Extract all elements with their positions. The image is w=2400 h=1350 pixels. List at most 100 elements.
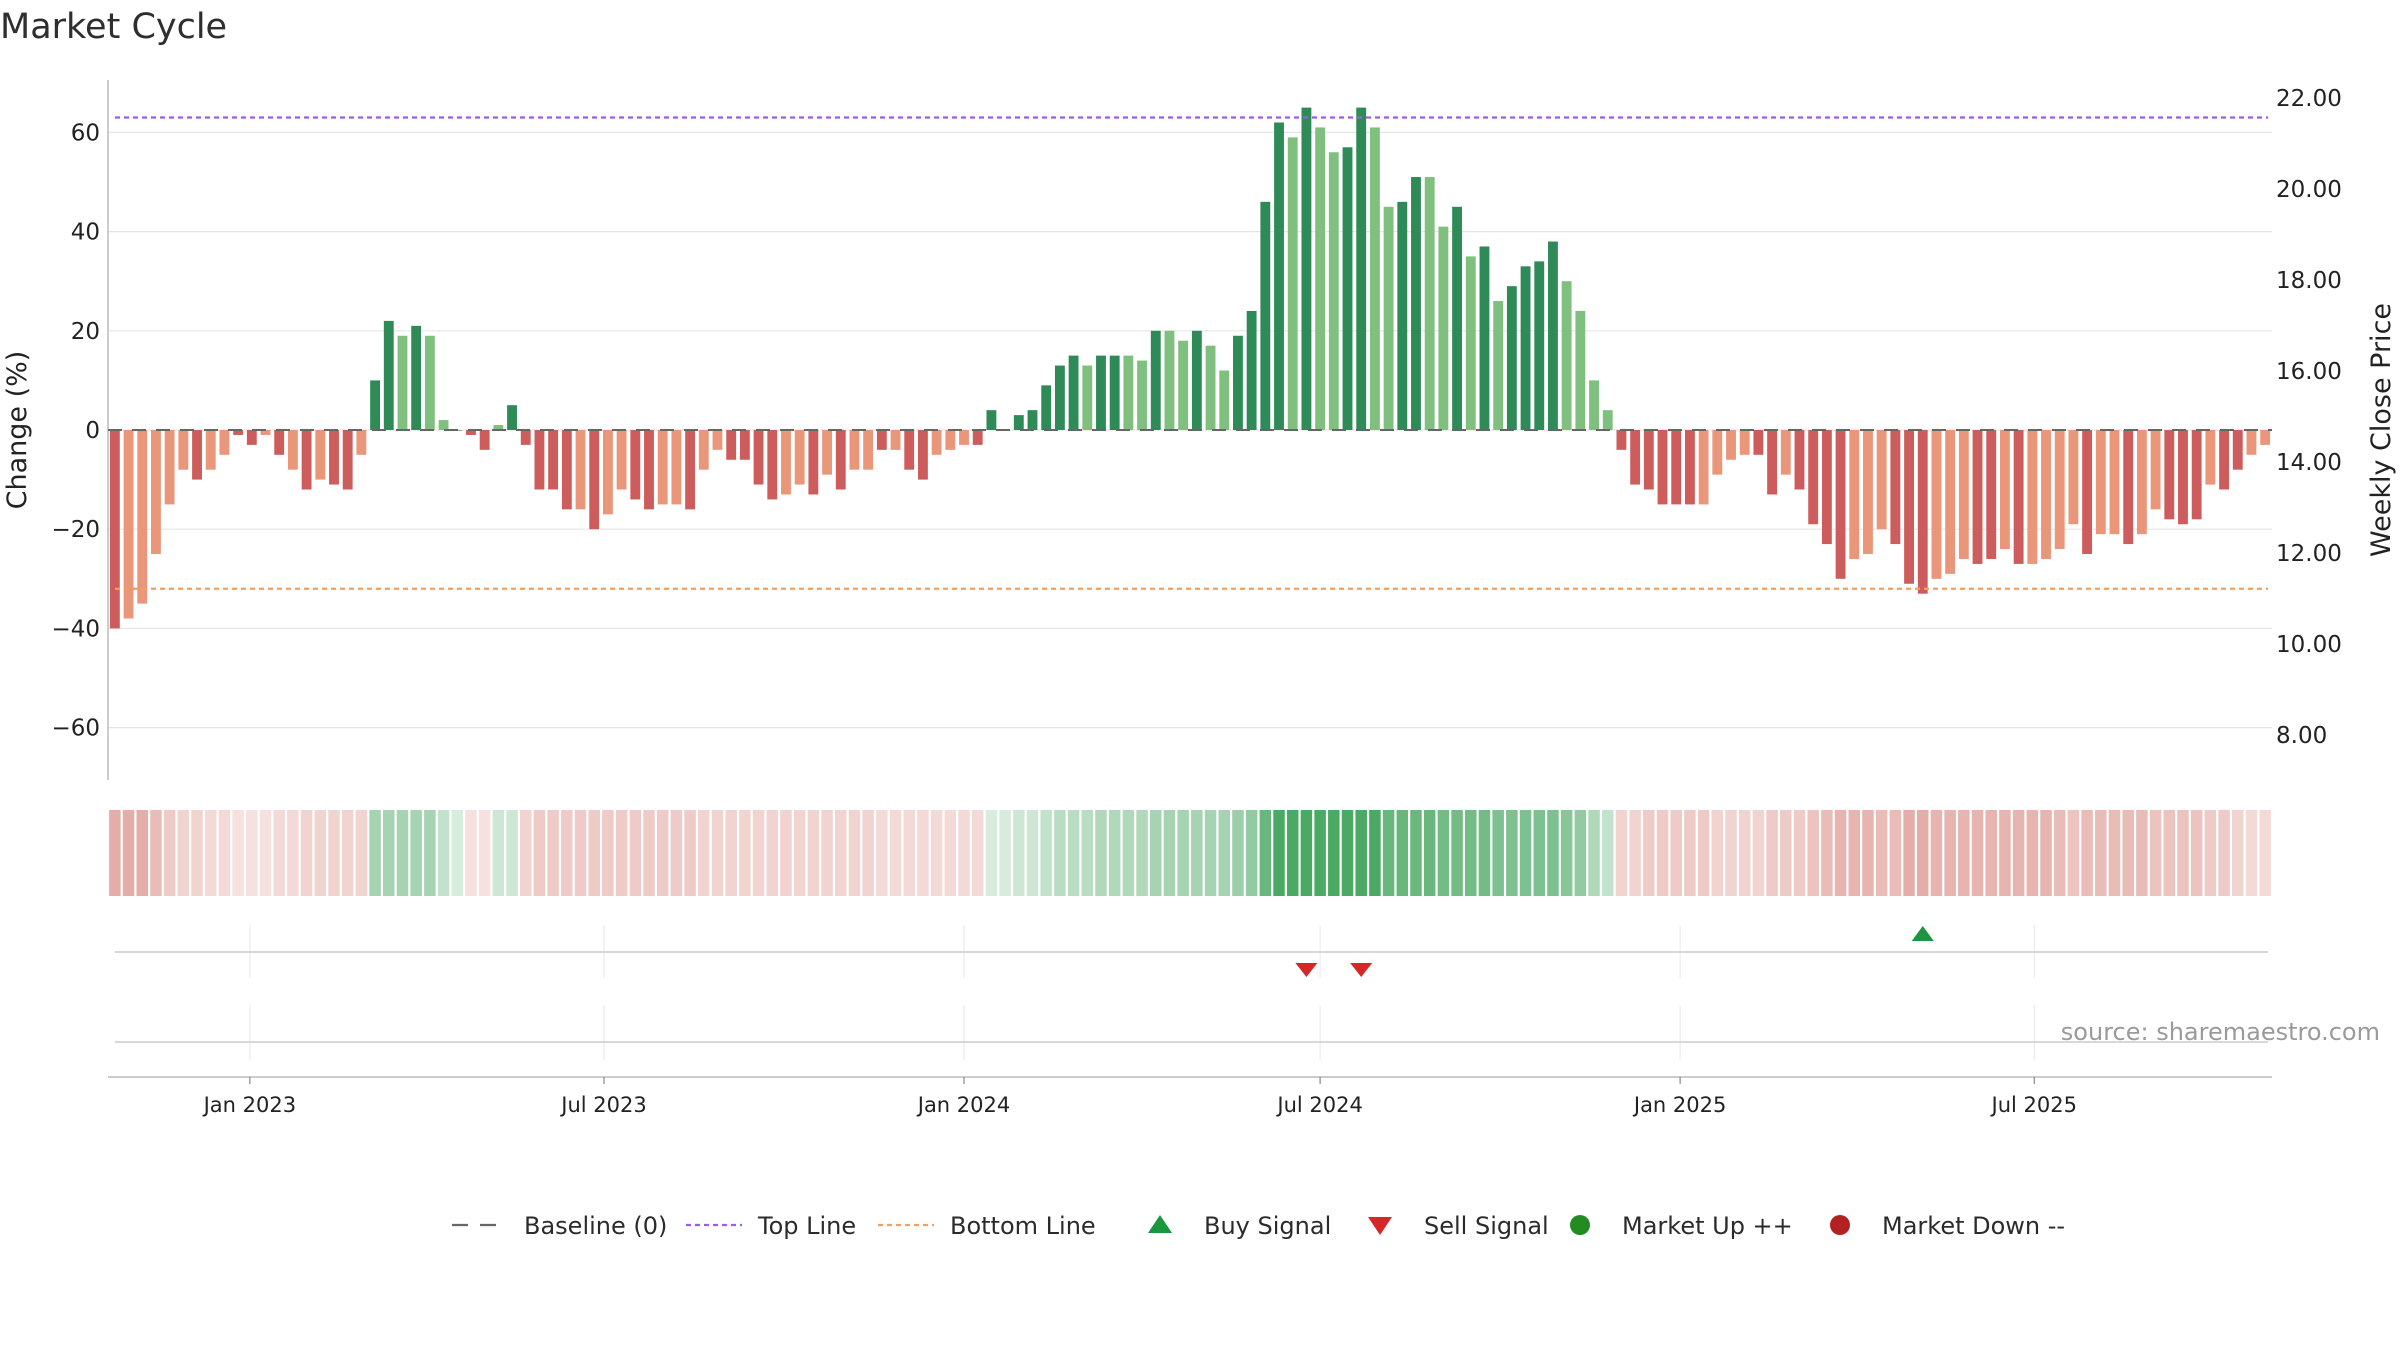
heat-cell	[766, 810, 779, 896]
bar	[1219, 370, 1230, 430]
heat-cell	[1314, 810, 1326, 896]
heat-cell	[1793, 810, 1806, 896]
market-panel	[115, 1005, 2268, 1060]
bar	[1534, 261, 1545, 430]
bar	[1246, 310, 1257, 430]
heat-cell	[1355, 810, 1367, 896]
left-tick-label: −40	[51, 616, 100, 642]
right-tick-label: 20.00	[2276, 177, 2342, 203]
heat-cell	[218, 810, 231, 896]
bar	[685, 430, 696, 510]
bar	[1438, 226, 1449, 430]
heat-cell	[2040, 810, 2052, 896]
heat-cell	[588, 810, 600, 896]
legend-label: Baseline (0)	[524, 1212, 667, 1240]
bar	[1602, 410, 1613, 430]
heat-cell	[506, 810, 518, 896]
heat-cell	[1273, 810, 1285, 896]
heat-cell	[862, 810, 874, 896]
bar	[1178, 340, 1189, 430]
right-tick-label: 12.00	[2276, 541, 2342, 567]
bar	[2027, 430, 2038, 564]
heat-cell	[574, 810, 587, 896]
heat-cell	[2053, 810, 2066, 896]
bar	[1616, 430, 1627, 450]
bar	[151, 430, 161, 554]
bar	[917, 430, 928, 480]
heat-cell	[1547, 810, 1559, 896]
legend-item: Buy Signal	[1148, 1212, 1331, 1240]
bar	[630, 430, 641, 500]
bar	[1999, 430, 2010, 550]
heat-cell	[1095, 810, 1107, 896]
heat-cell	[2012, 810, 2025, 896]
heat-cell	[424, 810, 436, 896]
bar	[438, 420, 449, 430]
main-panel: 60 40 20 0 −20 −40 −60 22.00 20.00 18.00 16.00 14.…	[2, 80, 2397, 780]
legend-label: Top Line	[757, 1212, 856, 1240]
legend-item: Baseline (0)	[452, 1212, 667, 1240]
legend-label: Buy Signal	[1204, 1212, 1331, 1240]
sell-signal-marker	[1295, 963, 1318, 977]
bar	[904, 430, 915, 470]
bar	[1671, 430, 1682, 505]
bar	[1780, 430, 1791, 475]
heat-cell	[246, 810, 258, 896]
bar	[2219, 430, 2229, 490]
heat-cell	[971, 810, 984, 896]
heat-cell	[889, 810, 902, 896]
bar	[1849, 430, 1860, 559]
bar	[931, 430, 942, 455]
heat-cell	[1396, 810, 1409, 896]
bar	[466, 430, 476, 435]
left-tick-label: −60	[51, 716, 100, 742]
heat-cell	[1259, 810, 1272, 896]
heat-cell	[739, 810, 751, 896]
heat-cell	[1821, 810, 1833, 896]
bar	[342, 430, 353, 490]
bar	[1835, 430, 1846, 579]
heat-cell	[1752, 810, 1765, 896]
heat-cell	[1204, 810, 1217, 896]
heat-cell	[2204, 810, 2217, 896]
bar	[1082, 365, 1093, 430]
legend-label: Bottom Line	[950, 1212, 1096, 1240]
heat-cell	[2122, 810, 2134, 896]
legend-label: Sell Signal	[1424, 1212, 1549, 1240]
heat-cell	[2232, 810, 2244, 896]
bar	[493, 425, 504, 430]
bar	[274, 430, 285, 455]
bar	[1137, 360, 1147, 430]
heat-cell	[1766, 810, 1778, 896]
heat-cell	[355, 810, 368, 896]
bar	[192, 430, 202, 480]
heat-cell	[1451, 810, 1463, 896]
bar	[1054, 365, 1065, 430]
bar	[370, 380, 381, 430]
heat-cell	[1944, 810, 1956, 896]
bar	[1465, 256, 1476, 430]
legend-item: Market Up ++	[1570, 1212, 1793, 1240]
left-tick-label: 60	[71, 120, 100, 146]
heat-cell	[273, 810, 285, 896]
bar	[219, 430, 230, 455]
bar	[1876, 430, 1887, 530]
signal-panel	[115, 925, 2268, 978]
bar	[781, 430, 791, 495]
heat-cell	[122, 810, 135, 896]
heat-cell	[1341, 810, 1354, 896]
bar	[507, 405, 517, 430]
bar	[2178, 430, 2188, 525]
heat-cell	[930, 810, 943, 896]
heat-cell	[1889, 810, 1902, 896]
legend-item: Top Line	[686, 1212, 856, 1240]
legend-swatch	[1570, 1215, 1590, 1235]
heat-cell	[1286, 810, 1299, 896]
heat-cell	[602, 810, 614, 896]
heat-cell	[985, 810, 998, 896]
bar	[1315, 127, 1326, 430]
bar	[1411, 177, 1421, 430]
bar	[356, 430, 367, 455]
bar	[2232, 430, 2243, 470]
